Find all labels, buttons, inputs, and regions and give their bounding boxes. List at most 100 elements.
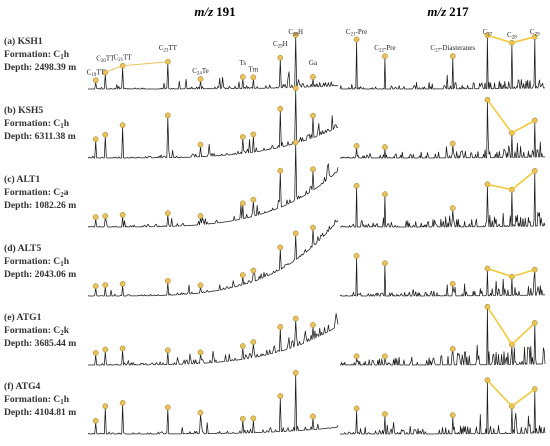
m217-peak-label-C28: C28 bbox=[507, 31, 517, 41]
m217-peak-marker-C27Dia bbox=[449, 140, 456, 147]
m217-peak-marker-C27Dia bbox=[449, 280, 456, 287]
m191-peak-label-Tm: Tm bbox=[249, 65, 259, 73]
m191-peak-marker-Ga bbox=[310, 224, 316, 231]
m191-peak-marker-C20TT bbox=[102, 346, 109, 353]
m217-peak-marker-C22Pre bbox=[382, 260, 388, 267]
m191-peak-marker-C21TT bbox=[119, 345, 126, 352]
m191-peak-marker-C19TT bbox=[92, 214, 99, 221]
m191-trace-c bbox=[87, 143, 339, 228]
m191-peak-label-C19TT: C19TT bbox=[87, 68, 106, 78]
m191-peak-marker-Ts bbox=[239, 200, 246, 207]
m191-peak-label-C29H: C29H bbox=[273, 40, 288, 50]
sample-formation: Formation: C1h bbox=[4, 256, 70, 268]
m217-peak-label-C22Pre: C22-Pre bbox=[374, 44, 395, 54]
m191-peak-marker-Tm bbox=[250, 74, 257, 81]
sample-formation: Formation: C1h bbox=[4, 49, 70, 61]
m217-peak-marker-C22Pre bbox=[382, 191, 388, 198]
m191-peak-marker-C23TT bbox=[164, 278, 171, 284]
m191-peak-marker-C23TT bbox=[164, 347, 171, 354]
m191-peak-marker-C19TT bbox=[92, 350, 99, 356]
m191-peak-marker-Ts bbox=[239, 415, 246, 422]
m217-peak-marker-C21Pre bbox=[353, 143, 360, 149]
m191-peak-marker-C30H bbox=[292, 369, 299, 376]
m191-peak-marker-C24Te bbox=[197, 349, 204, 356]
m191-peak-marker-Tm bbox=[250, 267, 257, 274]
m191-peak-marker-C29H bbox=[277, 105, 284, 112]
sterane-trend-line-b bbox=[486, 99, 536, 134]
m191-peak-marker-C24Te bbox=[197, 141, 204, 148]
m191-peak-marker-C30H bbox=[292, 139, 299, 146]
m191-peak-marker-Tm bbox=[250, 131, 257, 138]
m217-peak-label-C27: C27 bbox=[483, 28, 493, 38]
m191-peak-marker-Ga bbox=[310, 166, 316, 173]
m191-peak-marker-C21TT bbox=[119, 281, 126, 287]
m217-peak-marker-C22Pre bbox=[382, 144, 388, 150]
m191-peak-marker-Ts bbox=[239, 74, 246, 80]
column-header-m191: m/z 191 bbox=[194, 4, 235, 19]
m217-peak-label-C29: C29 bbox=[530, 28, 540, 38]
sample-name: (c) ALT1 bbox=[4, 174, 40, 185]
m191-peak-marker-C19TT bbox=[92, 77, 99, 84]
sterane-trend-line-a bbox=[487, 34, 536, 44]
m217-peak-marker-C21Pre bbox=[353, 353, 360, 360]
sample-name: (e) ATG1 bbox=[4, 312, 42, 323]
m191-peak-marker-Ga bbox=[310, 413, 316, 420]
m217-peak-marker-C21Pre bbox=[353, 36, 360, 43]
m191-peak-marker-C30H bbox=[292, 315, 299, 322]
m191-peak-marker-C29H bbox=[277, 324, 284, 330]
sample-formation: Formation: C2a bbox=[4, 187, 69, 199]
m217-trace-e bbox=[340, 308, 546, 366]
m217-peak-marker-C22Pre bbox=[382, 411, 388, 417]
column-header-m217: m/z 217 bbox=[427, 4, 469, 19]
m217-peak-marker-C27Dia bbox=[449, 53, 456, 59]
m217-peak-label-C27Dia: C27-Diasteranes bbox=[430, 44, 475, 54]
m217-peak-marker-C27Dia bbox=[449, 205, 456, 211]
m217-peak-label-C21Pre: C21-Pre bbox=[346, 28, 367, 38]
m191-peak-marker-Tm bbox=[250, 196, 257, 203]
m191-trace-f bbox=[87, 374, 339, 435]
m217-peak-marker-C22Pre bbox=[382, 53, 388, 60]
sample-formation: Formation: C2k bbox=[4, 325, 70, 337]
m191-trace-d bbox=[87, 219, 339, 297]
m191-peak-label-C30H: C30H bbox=[288, 28, 303, 38]
m191-peak-marker-Ga bbox=[310, 112, 316, 119]
sample-depth: Depth: 2498.39 m bbox=[4, 62, 76, 73]
m191-peak-marker-C21TT bbox=[119, 212, 126, 218]
m191-peak-marker-C19TT bbox=[92, 136, 99, 143]
sample-depth: Depth: 2043.06 m bbox=[4, 269, 76, 280]
m217-peak-marker-C22Pre bbox=[382, 353, 388, 360]
sterane-trend-line-d bbox=[487, 267, 536, 278]
m217-trace-c bbox=[339, 172, 546, 228]
m191-peak-marker-C23TT bbox=[164, 112, 171, 119]
m217-peak-marker-C27Dia bbox=[449, 346, 456, 352]
m191-peak-marker-C19TT bbox=[92, 283, 99, 290]
m217-trace-f bbox=[340, 381, 546, 435]
m191-peak-label-Ts: Ts bbox=[240, 59, 247, 67]
m191-peak-marker-C20TT bbox=[102, 69, 109, 76]
m191-peak-marker-Tm bbox=[250, 415, 257, 422]
m191-trace-b bbox=[87, 89, 339, 159]
m191-peak-label-Ga: Ga bbox=[309, 59, 318, 67]
m191-peak-marker-C23TT bbox=[164, 210, 171, 217]
m191-peak-label-C21TT: C21TT bbox=[113, 54, 132, 64]
m191-peak-marker-Ts bbox=[239, 343, 246, 349]
m191-peak-marker-C29H bbox=[277, 244, 284, 251]
sample-name: (b) KSH5 bbox=[4, 105, 43, 116]
m191-peak-marker-C20TT bbox=[102, 403, 109, 410]
m191-peak-marker-Ga bbox=[310, 74, 316, 80]
m191-peak-label-C20TT: C20TT bbox=[96, 54, 115, 64]
sample-name: (d) ALT5 bbox=[4, 243, 41, 254]
sterane-trend-line-c bbox=[487, 170, 536, 191]
m191-peak-marker-C24Te bbox=[197, 213, 204, 219]
sample-name: (a) KSH1 bbox=[4, 36, 43, 47]
m217-peak-marker-C21Pre bbox=[353, 182, 360, 189]
m191-peak-marker-C30H bbox=[292, 85, 299, 91]
m217-trace-a bbox=[339, 36, 545, 90]
